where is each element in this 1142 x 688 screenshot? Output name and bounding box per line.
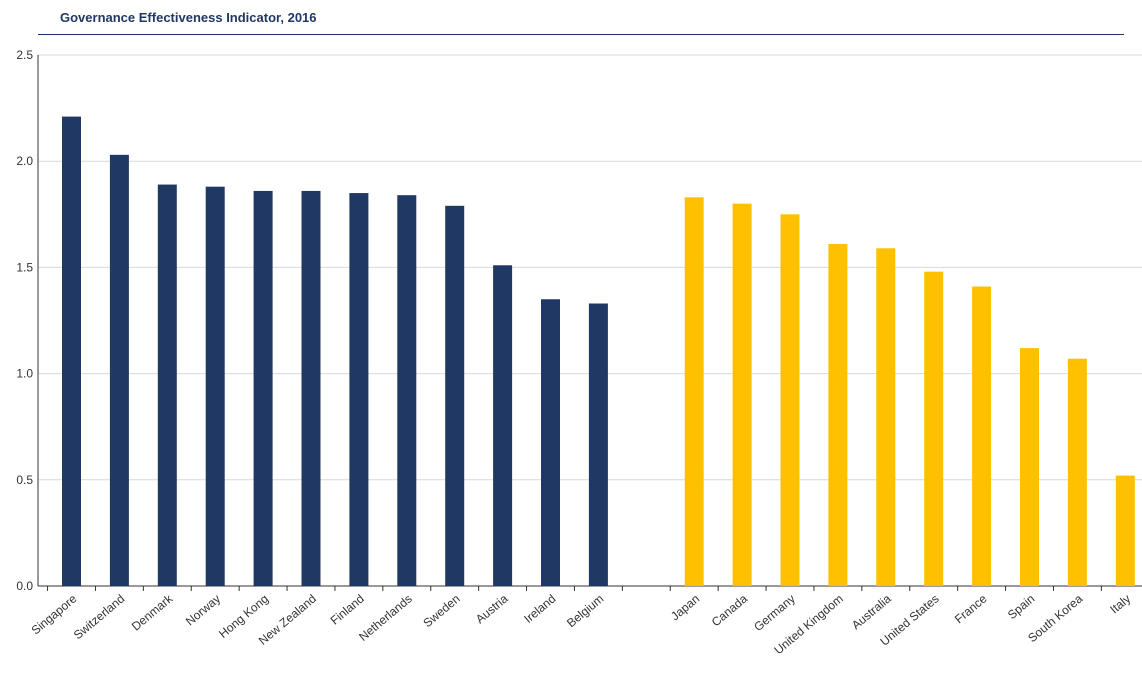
x-tick-label: France	[952, 591, 990, 626]
chart-title: Governance Effectiveness Indicator, 2016	[60, 10, 317, 25]
x-tick-label: Denmark	[129, 591, 176, 634]
x-tick-label: Norway	[183, 592, 223, 629]
bar	[541, 299, 560, 586]
bar	[588, 303, 608, 586]
y-tick-label: 1.0	[16, 367, 33, 381]
y-tick-label: 2.0	[16, 154, 33, 168]
bar	[828, 244, 848, 586]
bar	[732, 203, 752, 586]
bar	[1115, 475, 1135, 586]
x-tick-label: Italy	[1107, 592, 1133, 617]
bar	[780, 214, 800, 587]
x-tick-label: Australia	[849, 591, 894, 632]
x-tick-label: Switzerland	[71, 592, 128, 643]
bar	[205, 186, 225, 587]
bar	[109, 154, 129, 586]
bar	[301, 190, 321, 586]
y-tick-label: 1.5	[16, 260, 33, 274]
x-tick-label: Sweden	[420, 592, 462, 631]
bar	[157, 184, 177, 586]
x-tick-label: Austria	[473, 591, 511, 626]
bar	[1020, 348, 1039, 586]
bar	[445, 205, 465, 586]
x-tick-label: Belgium	[564, 592, 606, 631]
x-tick-label: Japan	[668, 592, 702, 624]
x-tick-label: Finland	[328, 592, 367, 628]
bar	[253, 190, 273, 586]
bar	[924, 271, 944, 586]
x-tick-label: Netherlands	[356, 592, 415, 644]
x-tick-label: Spain	[1005, 592, 1038, 622]
bar	[349, 193, 369, 586]
y-tick-label: 2.5	[16, 48, 33, 62]
bar	[62, 116, 81, 586]
title-divider	[38, 34, 1124, 35]
bar	[972, 286, 992, 586]
y-tick-label: 0.5	[16, 473, 33, 487]
bar	[493, 265, 513, 586]
x-tick-label: Ireland	[521, 592, 558, 626]
bar	[876, 248, 896, 586]
bar	[1067, 358, 1087, 586]
y-tick-label: 0.0	[16, 579, 33, 593]
x-tick-label: Canada	[709, 591, 750, 629]
bar	[397, 195, 417, 586]
bar	[684, 197, 704, 587]
x-tick-label: Germany	[751, 592, 798, 634]
